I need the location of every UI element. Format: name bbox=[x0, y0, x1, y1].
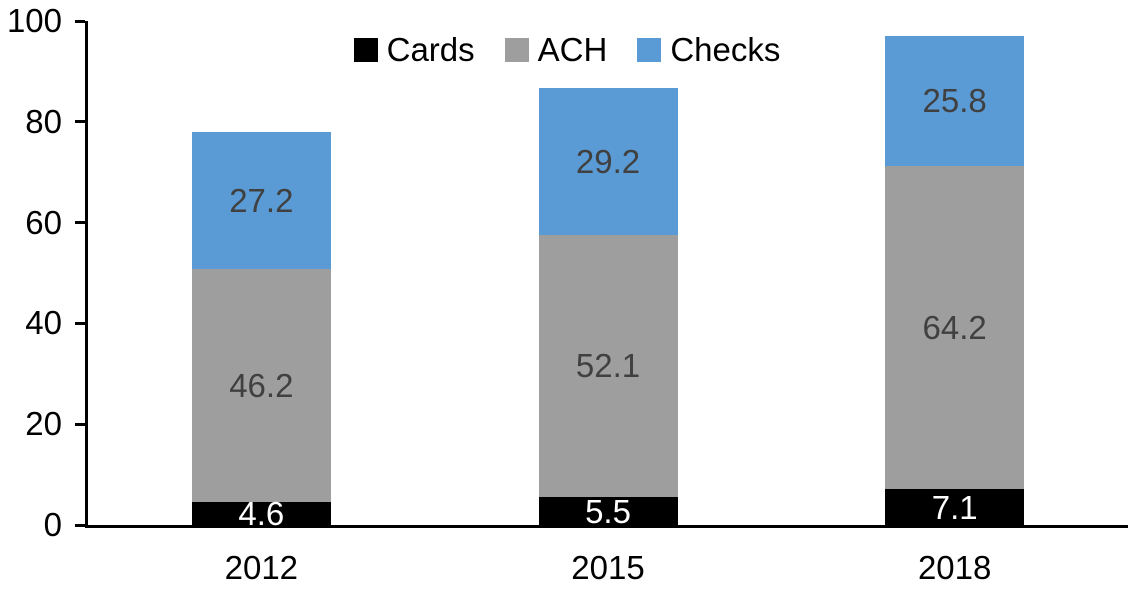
data-label-cards-2018: 7.1 bbox=[931, 488, 978, 526]
legend-item-cards: Cards bbox=[353, 31, 475, 68]
plot-area: 0 20 40 60 80 100 4.6 46.2 27.2 5.5 52.1 29.2 7.1 64.… bbox=[7, 4, 1128, 541]
bar-2015: 5.5 52.1 29.2 bbox=[538, 87, 678, 530]
y-tick-label: 80 bbox=[25, 102, 62, 140]
data-label-checks-2018: 25.8 bbox=[922, 82, 987, 120]
y-tick-label: 40 bbox=[25, 304, 62, 342]
data-label-checks-2012: 27.2 bbox=[229, 181, 294, 219]
bar-2012-ach-segment: 46.2 bbox=[191, 268, 331, 502]
y-tick-mark bbox=[75, 221, 85, 225]
bar-2018-checks-segment: 25.8 bbox=[885, 35, 1025, 166]
y-tick-label: 100 bbox=[6, 2, 62, 39]
y-tick-mark bbox=[75, 321, 85, 325]
bar-2018: 7.1 64.2 25.8 bbox=[885, 35, 1025, 526]
bar-2012: 4.6 46.2 27.2 bbox=[191, 131, 331, 530]
legend-swatch-ach-icon bbox=[504, 37, 529, 62]
bar-2015-checks-segment: 29.2 bbox=[538, 87, 678, 235]
data-label-cards-2015: 5.5 bbox=[585, 492, 631, 530]
x-axis-label-2015: 2015 bbox=[571, 549, 645, 586]
legend-label-ach: ACH bbox=[537, 31, 608, 68]
chart-legend: Cards ACH Checks bbox=[0, 33, 1134, 66]
data-label-ach-2012: 46.2 bbox=[229, 366, 294, 404]
legend-swatch-cards-icon bbox=[353, 37, 378, 62]
legend-swatch-checks-icon bbox=[637, 37, 662, 62]
legend-label-checks: Checks bbox=[670, 31, 781, 68]
x-axis-label-2012: 2012 bbox=[224, 549, 299, 586]
data-label-ach-2015: 52.1 bbox=[575, 347, 641, 385]
y-tick-label: 60 bbox=[25, 203, 62, 241]
legend-item-checks: Checks bbox=[637, 33, 780, 66]
x-axis-label-2018: 2018 bbox=[917, 549, 992, 586]
data-label-cards-2012: 4.6 bbox=[238, 494, 285, 532]
bar-2015-ach-segment: 52.1 bbox=[538, 234, 678, 498]
y-tick-label: 0 bbox=[43, 506, 62, 543]
legend-label-cards: Cards bbox=[386, 31, 475, 68]
y-tick-label: 20 bbox=[25, 405, 62, 443]
bar-2018-ach-segment: 64.2 bbox=[885, 165, 1025, 490]
data-label-checks-2015: 29.2 bbox=[575, 142, 641, 180]
y-tick-mark bbox=[75, 422, 85, 426]
y-tick-mark bbox=[75, 523, 85, 527]
y-tick-mark bbox=[75, 120, 85, 124]
bar-2012-cards-segment: 4.6 bbox=[191, 497, 331, 530]
legend-item-ach: ACH bbox=[504, 31, 608, 68]
bar-2018-cards-segment: 7.1 bbox=[885, 488, 1025, 526]
data-label-ach-2018: 64.2 bbox=[922, 308, 987, 346]
bar-2015-cards-segment: 5.5 bbox=[538, 492, 678, 530]
y-tick-mark bbox=[75, 19, 85, 23]
bar-2012-checks-segment: 27.2 bbox=[191, 131, 331, 269]
